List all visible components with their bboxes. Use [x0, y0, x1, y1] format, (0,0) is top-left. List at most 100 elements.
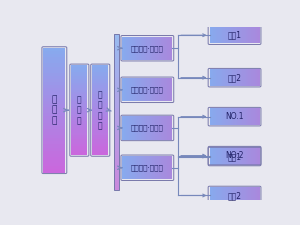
Bar: [128, 116, 129, 140]
Bar: [242, 148, 243, 165]
Bar: [227, 147, 228, 164]
Bar: [125, 116, 126, 140]
Bar: [213, 147, 214, 164]
Bar: [238, 27, 239, 43]
Bar: [114, 143, 119, 147]
Bar: [242, 70, 243, 86]
Bar: [216, 70, 217, 86]
Bar: [152, 78, 154, 101]
Bar: [126, 156, 128, 180]
Bar: [242, 27, 243, 43]
Bar: [92, 94, 108, 97]
Bar: [159, 116, 160, 140]
Bar: [71, 146, 88, 148]
Bar: [139, 36, 140, 60]
Bar: [114, 155, 119, 159]
Bar: [146, 116, 147, 140]
Bar: [43, 132, 65, 135]
Bar: [221, 70, 222, 86]
Bar: [114, 151, 119, 155]
Bar: [131, 78, 132, 101]
Bar: [71, 67, 88, 70]
Bar: [92, 83, 108, 85]
Bar: [237, 70, 238, 86]
Bar: [244, 70, 246, 86]
Bar: [218, 148, 220, 165]
Bar: [71, 144, 88, 146]
Bar: [141, 116, 142, 140]
Bar: [152, 156, 154, 180]
Bar: [43, 135, 65, 138]
Bar: [253, 147, 254, 164]
Bar: [247, 147, 248, 164]
Bar: [43, 113, 65, 116]
Bar: [166, 78, 167, 101]
Bar: [141, 156, 142, 180]
Bar: [71, 104, 88, 106]
Bar: [257, 187, 258, 204]
Bar: [211, 187, 212, 204]
Bar: [248, 27, 250, 43]
Bar: [114, 108, 119, 112]
Bar: [212, 27, 213, 43]
Bar: [43, 169, 65, 173]
Bar: [214, 27, 216, 43]
Bar: [43, 123, 65, 126]
Bar: [211, 147, 212, 164]
Bar: [244, 187, 246, 204]
Bar: [250, 108, 251, 125]
Bar: [170, 36, 171, 60]
Bar: [114, 96, 119, 100]
Bar: [125, 156, 126, 180]
Bar: [165, 116, 166, 140]
Bar: [214, 147, 216, 164]
Bar: [114, 77, 119, 81]
Bar: [71, 142, 88, 144]
Bar: [167, 36, 169, 60]
Bar: [43, 48, 65, 51]
Bar: [231, 27, 232, 43]
Bar: [137, 78, 139, 101]
Bar: [250, 27, 251, 43]
Bar: [251, 108, 252, 125]
Bar: [71, 83, 88, 85]
Bar: [43, 73, 65, 76]
Bar: [114, 100, 119, 104]
Bar: [212, 148, 213, 165]
Bar: [247, 148, 248, 165]
Bar: [71, 126, 88, 128]
Bar: [126, 116, 128, 140]
Bar: [244, 27, 246, 43]
Bar: [151, 156, 152, 180]
Bar: [223, 148, 224, 165]
Bar: [167, 78, 169, 101]
Bar: [216, 148, 217, 165]
Bar: [71, 128, 88, 130]
Bar: [210, 187, 211, 204]
Bar: [144, 36, 145, 60]
Bar: [141, 78, 142, 101]
Bar: [210, 108, 211, 125]
Bar: [71, 117, 88, 119]
Bar: [243, 70, 244, 86]
Bar: [246, 187, 247, 204]
Bar: [150, 156, 151, 180]
Bar: [92, 151, 108, 153]
Bar: [142, 156, 144, 180]
Bar: [137, 156, 139, 180]
Bar: [156, 156, 158, 180]
Bar: [252, 187, 253, 204]
Bar: [114, 57, 119, 61]
Bar: [131, 156, 132, 180]
Bar: [43, 82, 65, 85]
Bar: [231, 187, 232, 204]
Bar: [124, 78, 125, 101]
Bar: [162, 36, 164, 60]
Text: 合作学习·探新知: 合作学习·探新知: [131, 86, 164, 93]
Bar: [211, 148, 212, 165]
Bar: [114, 139, 119, 143]
Bar: [244, 108, 246, 125]
Bar: [71, 92, 88, 94]
Bar: [92, 128, 108, 130]
Bar: [220, 27, 221, 43]
